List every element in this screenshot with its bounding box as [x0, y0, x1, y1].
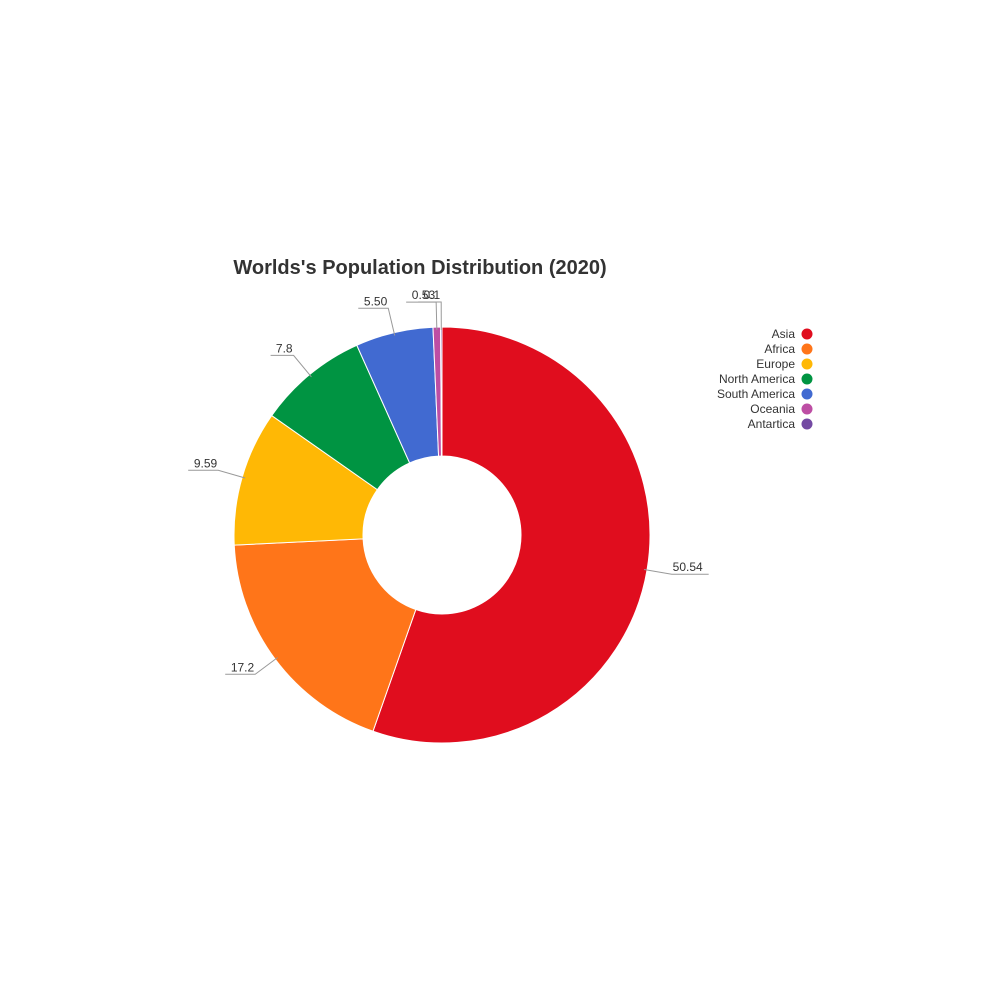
legend-marker-europe [801, 358, 813, 370]
legend-marker-antartica [801, 418, 813, 430]
legend-label-north-america: North America [719, 372, 795, 386]
data-label-antartica: 0.1 [424, 288, 441, 302]
slice-africa [233, 538, 417, 732]
pie-slices [233, 326, 651, 744]
legend-marker-africa [801, 343, 813, 355]
leader-line-antartica [418, 301, 442, 331]
data-label-asia: 50.54 [673, 560, 703, 574]
legend-marker-oceania [801, 403, 813, 415]
chart-title: Worlds's Population Distribution (2020) [233, 257, 606, 279]
legend-marker-south-america [801, 388, 813, 400]
leader-line-asia [643, 568, 709, 575]
data-label-leaders [188, 301, 709, 675]
data-label-africa: 17.2 [231, 660, 255, 674]
leader-line-oceania [406, 301, 438, 331]
legend-marker-asia [801, 328, 813, 340]
leader-line-south-america [358, 307, 396, 336]
data-label-south-america: 5.50 [364, 294, 388, 308]
data-label-oceania: 0.53 [412, 288, 436, 302]
leader-line-africa [225, 657, 278, 675]
legend-label-africa: Africa [764, 342, 795, 356]
legend-label-south-america: South America [717, 387, 795, 401]
data-labels: 50.54 17.2 9.59 7.8 5.50 0.530.1 [194, 288, 703, 674]
leader-line-north-america [270, 354, 312, 378]
legend-label-europe: Europe [756, 357, 795, 371]
leader-line-europe [188, 469, 246, 479]
data-label-north-america: 7.8 [276, 341, 293, 355]
data-label-europe: 9.59 [194, 456, 218, 470]
legend-marker-north-america [801, 373, 813, 385]
legend-label-antartica: Antartica [748, 417, 796, 431]
legend-label-oceania: Oceania [750, 402, 795, 416]
legend-label-asia: Asia [772, 327, 796, 341]
